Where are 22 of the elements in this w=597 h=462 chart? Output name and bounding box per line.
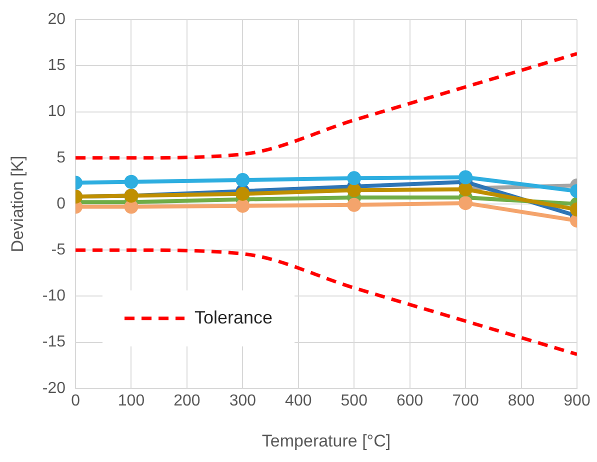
y-tick-label: -10 xyxy=(42,288,66,305)
y-axis-title: Deviation [K] xyxy=(8,156,27,252)
y-tick-label: 0 xyxy=(56,195,66,212)
y-tick-label: 15 xyxy=(48,57,66,74)
y-tick-label: 10 xyxy=(48,103,66,120)
y-tick-label: -20 xyxy=(42,380,66,397)
x-tick-label: 900 xyxy=(564,392,590,410)
x-tick-label: 800 xyxy=(508,392,535,410)
x-axis-title: Temperature [°C] xyxy=(262,431,391,450)
x-tick-label: 600 xyxy=(396,392,424,410)
legend-label: Tolerance xyxy=(194,307,273,328)
x-tick-label: 500 xyxy=(340,392,368,410)
x-tick-label: 100 xyxy=(118,392,145,410)
x-tick-label: 700 xyxy=(452,392,480,410)
x-tick-label: 300 xyxy=(229,392,256,410)
x-tick-label: 0 xyxy=(71,392,80,410)
x-tick-label: 200 xyxy=(174,392,200,410)
y-tick-label: -5 xyxy=(51,242,66,259)
y-tick-label: 20 xyxy=(48,11,66,28)
y-tick-label: -15 xyxy=(42,334,66,351)
y-tick-label: 5 xyxy=(56,149,66,166)
x-tick-label: 400 xyxy=(285,392,312,410)
